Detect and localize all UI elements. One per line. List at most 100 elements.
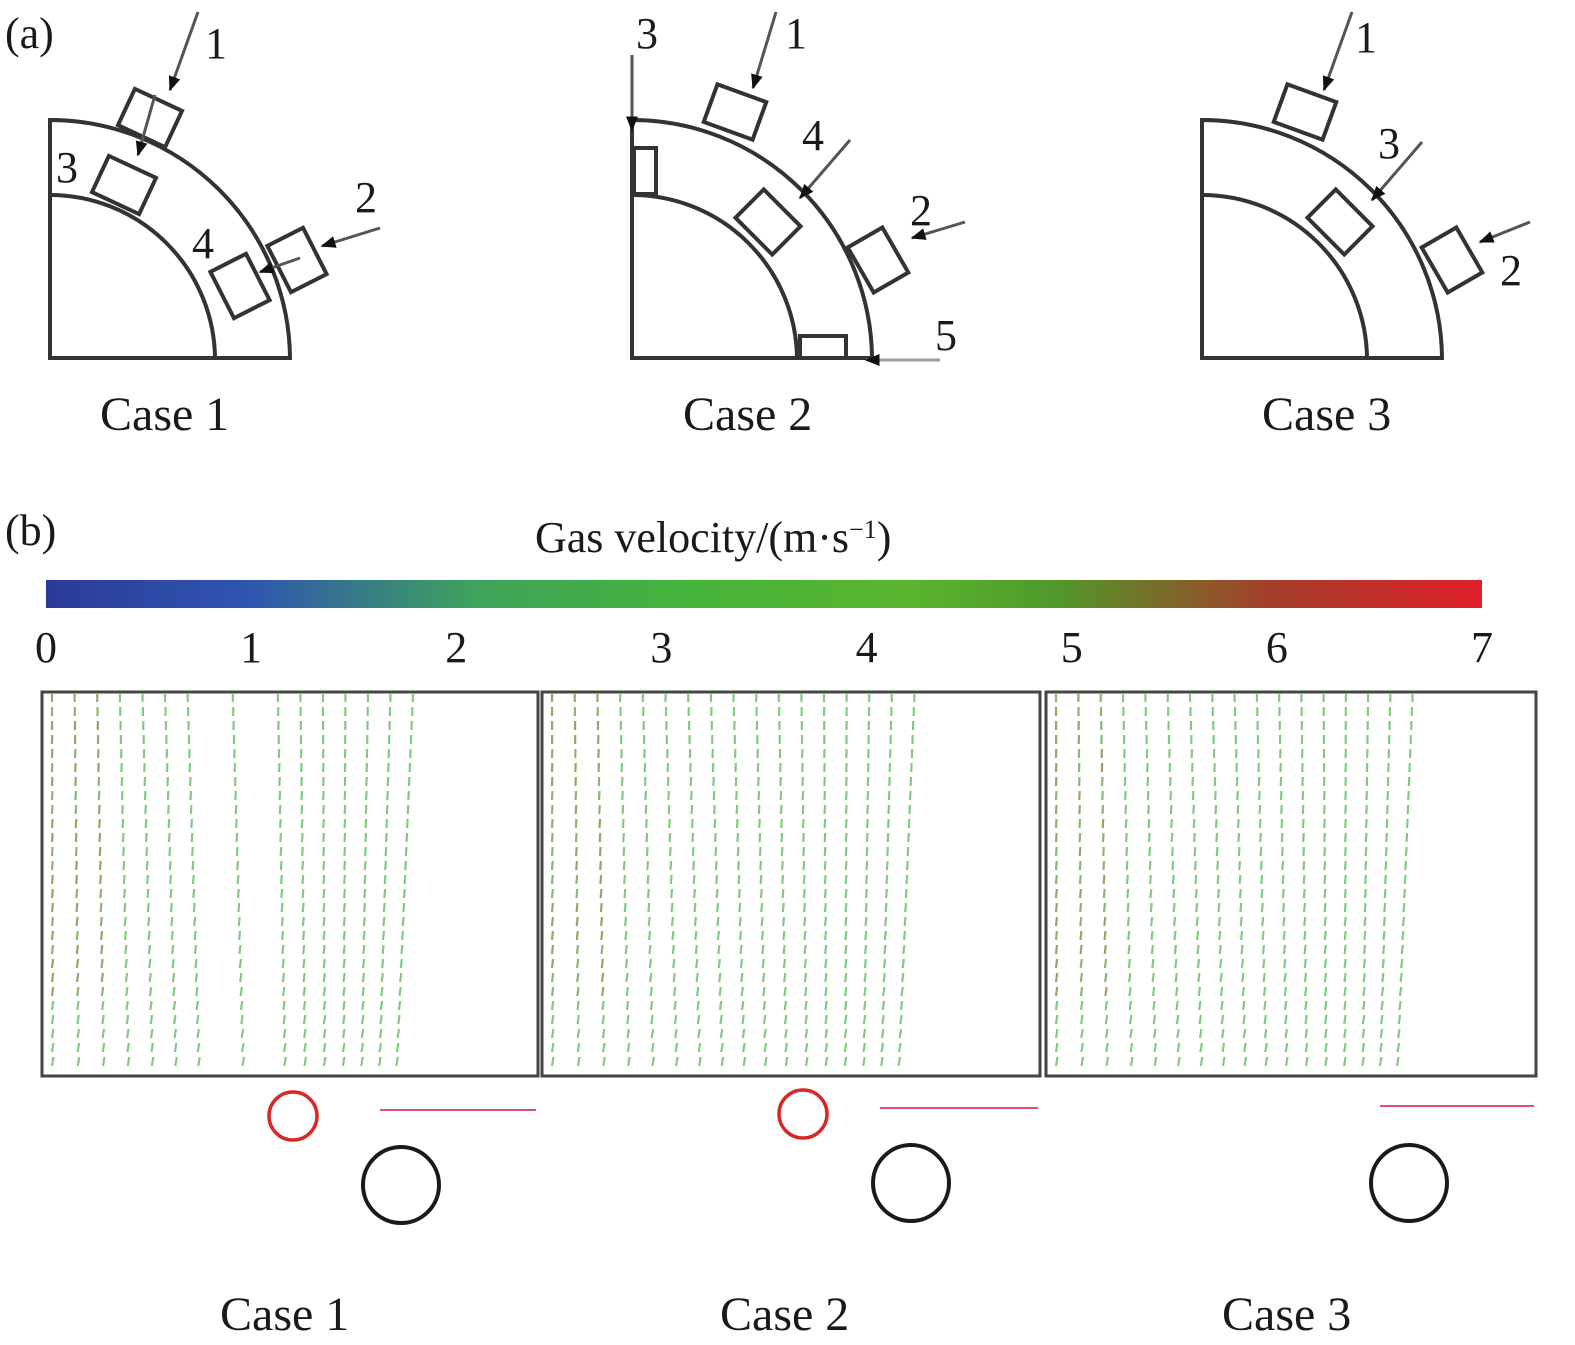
velocity-vector [1399,972,1403,983]
velocity-vector [1171,846,1174,857]
case-2-nozzle-2: 2 [910,186,932,235]
velocity-vector [50,1056,55,1067]
velocity-vector [193,930,197,941]
case-3-nozzle-2: 2 [1500,246,1522,295]
velocity-vector [168,860,172,871]
velocity-vector [1400,958,1404,969]
velocity-vector [148,972,152,983]
velocity-vector [804,1000,808,1011]
velocity-vector [759,874,763,885]
velocity-vector [99,888,103,899]
velocity-vector [782,916,786,927]
velocity-vector [804,986,808,997]
velocity-vector [1258,818,1262,829]
velocity-vector [1324,1028,1328,1039]
velocity-vector [1383,888,1387,899]
velocity-vector [550,818,554,829]
velocity-vector [1105,1042,1109,1053]
velocity-vector [763,1028,767,1039]
velocity-vector [901,958,905,969]
velocity-vector [1151,958,1155,969]
velocity-vector [673,1000,677,1011]
velocity-vector [1128,986,1132,997]
velocity-vector [1054,874,1058,885]
velocity-vector [1259,860,1263,871]
velocity-vector [172,1000,177,1011]
case-1-nozzle-2: 2 [355,173,377,222]
velocity-vector [322,888,326,899]
velocity-vector [741,1028,746,1039]
velocity-vector [844,832,848,843]
velocity-vector [1344,832,1347,843]
velocity-vector [1343,1056,1347,1067]
velocity-vector [824,986,828,997]
velocity-vector [1260,902,1264,913]
velocity-vector [382,902,386,913]
velocity-vector [1126,916,1130,927]
velocity-vector [405,832,409,843]
velocity-vector [1192,818,1196,829]
velocity-vector [669,860,673,871]
velocity-vector [1323,986,1328,997]
velocity-vector [782,930,786,941]
velocity-vector [1217,916,1221,927]
velocity-vector [1343,944,1347,955]
velocity-vector [322,1000,327,1011]
velocity-vector [1080,1028,1084,1039]
velocity-vector [364,818,368,829]
velocity-vector [691,832,695,843]
velocity-vector [716,916,720,927]
velocity-vector [1194,874,1198,885]
velocity-vector [1147,832,1151,843]
velocity-vector [241,1042,245,1053]
velocity-vector [865,846,869,857]
velocity-vector [1104,986,1108,997]
velocity-vector [174,1056,178,1067]
velocity-vector [121,832,125,843]
velocity-vector [1153,1056,1158,1067]
velocity-vector [696,1000,700,1011]
velocity-vector [1221,1056,1226,1067]
case-2-nozzle-3: 3 [636,9,658,58]
velocity-vector [1199,1042,1203,1053]
velocity-vector [824,1014,828,1025]
velocity-vector [1195,930,1200,941]
velocity-vector [1261,930,1265,941]
velocity-vector [147,916,151,927]
velocity-vector [882,958,887,969]
velocity-vector [281,972,286,983]
velocity-vector [395,1042,400,1053]
velocity-vector [1128,972,1132,983]
velocity-vector [1343,1042,1347,1053]
velocity-vector [124,972,129,983]
velocity-vector [1125,832,1128,843]
velocity-vector [1363,888,1367,899]
velocity-vector [1284,1056,1289,1067]
velocity-vector [280,902,284,913]
velocity-vector [1280,832,1284,843]
velocity-vector [302,986,306,997]
velocity-vector [195,986,199,997]
velocity-vector [901,972,905,983]
velocity-vector [599,916,604,927]
velocity-vector [1080,1014,1084,1025]
velocity-vector [905,860,909,871]
velocity-vector [1259,832,1262,843]
velocity-vector [1127,958,1132,969]
velocity-vector [550,1014,555,1025]
velocity-vector [1343,958,1347,969]
velocity-vector [1195,902,1199,913]
velocity-vector [75,972,80,983]
velocity-vector [693,888,697,899]
velocity-vector [1361,1056,1365,1067]
velocity-vector [125,986,129,997]
velocity-vector [195,1014,200,1025]
velocity-vector [301,902,305,913]
velocity-vector [1054,1056,1059,1067]
case-2-nozzle-4: 4 [802,111,824,160]
velocity-vector [598,832,602,843]
velocity-vector [824,930,828,941]
velocity-vector [863,1000,867,1011]
velocity-vector [1282,902,1286,913]
velocity-vector [1129,1028,1133,1039]
